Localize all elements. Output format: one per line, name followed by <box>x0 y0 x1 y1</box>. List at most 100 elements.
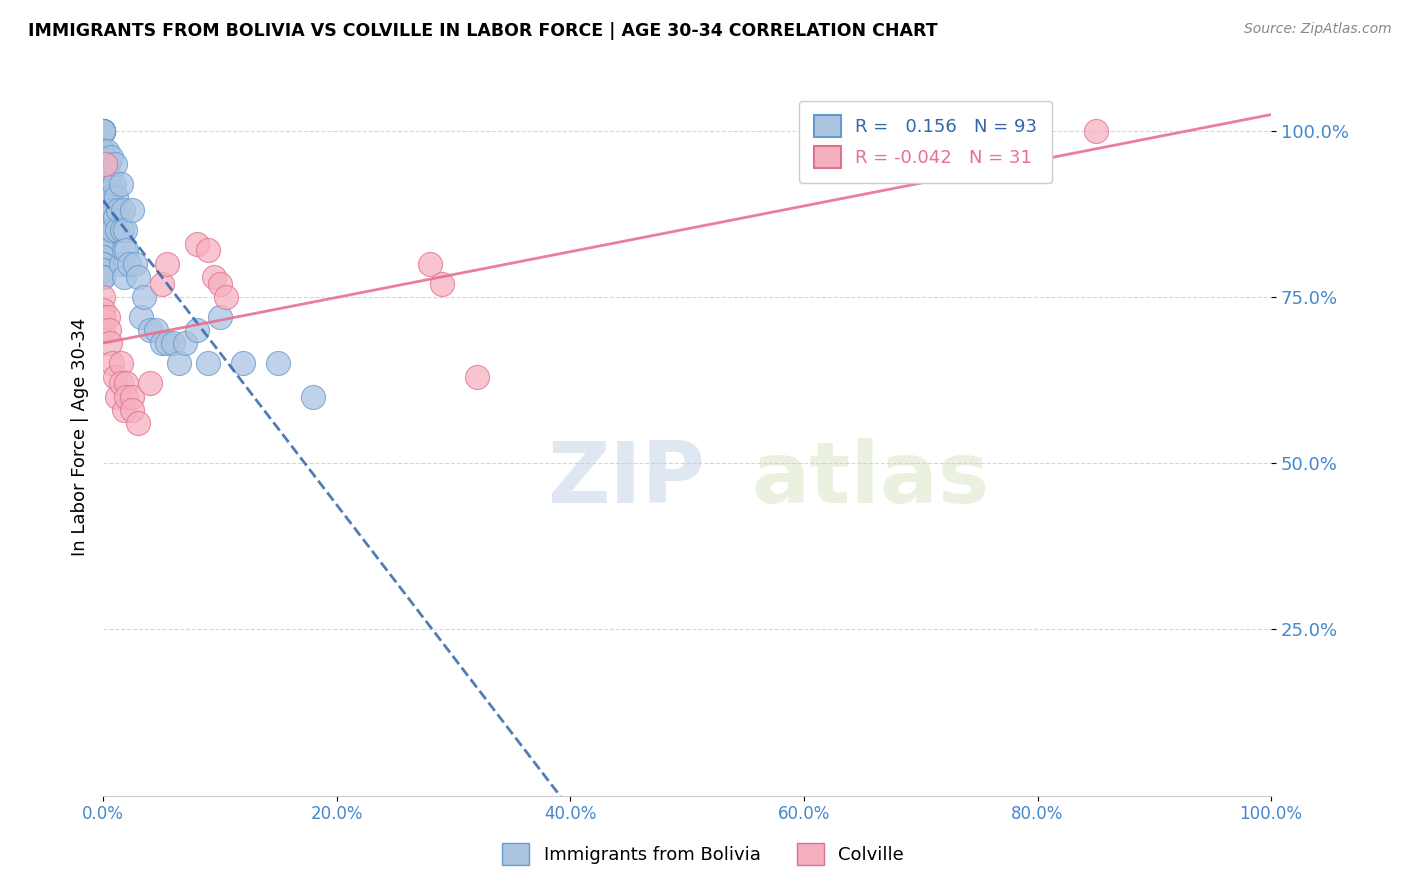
Point <box>91 177 114 191</box>
Point <box>91 123 114 137</box>
Point <box>91 223 114 237</box>
Point <box>101 356 124 370</box>
Point <box>91 170 114 185</box>
Point <box>91 203 114 218</box>
Point <box>91 257 114 271</box>
Point <box>110 177 132 191</box>
Point <box>91 123 114 137</box>
Point <box>91 123 114 137</box>
Point <box>465 369 488 384</box>
Point <box>98 336 121 351</box>
Point <box>91 150 114 164</box>
Point <box>186 323 208 337</box>
Point <box>91 270 114 285</box>
Point <box>91 323 114 337</box>
Point <box>98 184 121 198</box>
Point <box>97 157 120 171</box>
Text: atlas: atlas <box>751 438 990 521</box>
Point <box>91 257 114 271</box>
Point <box>197 356 219 370</box>
Point <box>112 244 135 258</box>
Point <box>98 170 121 185</box>
Point <box>91 236 114 251</box>
Point <box>98 210 121 224</box>
Point <box>91 210 114 224</box>
Point <box>302 390 325 404</box>
Y-axis label: In Labor Force | Age 30-34: In Labor Force | Age 30-34 <box>72 318 89 556</box>
Point <box>91 123 114 137</box>
Point <box>91 270 114 285</box>
Point <box>91 310 114 324</box>
Point <box>91 123 114 137</box>
Point <box>162 336 184 351</box>
Point <box>103 177 125 191</box>
Point <box>115 390 138 404</box>
Point <box>1084 123 1107 137</box>
Point <box>91 203 114 218</box>
Point <box>91 303 114 318</box>
Point <box>145 323 167 337</box>
Point <box>110 257 132 271</box>
Point <box>139 376 162 391</box>
Point <box>197 244 219 258</box>
Point <box>114 223 136 237</box>
Point <box>202 270 225 285</box>
Point <box>97 310 120 324</box>
Point <box>101 223 124 237</box>
Point <box>115 244 138 258</box>
Point <box>121 203 143 218</box>
Legend: R =   0.156   N = 93, R = -0.042   N = 31: R = 0.156 N = 93, R = -0.042 N = 31 <box>800 101 1052 183</box>
Point <box>115 376 138 391</box>
Point <box>91 144 114 158</box>
Point <box>127 270 149 285</box>
Point <box>104 157 127 171</box>
Point <box>91 170 114 185</box>
Point <box>91 244 114 258</box>
Point <box>96 144 118 158</box>
Point <box>91 217 114 231</box>
Point <box>100 150 122 164</box>
Point <box>104 190 127 204</box>
Point <box>112 403 135 417</box>
Point <box>94 157 117 171</box>
Point <box>100 190 122 204</box>
Point <box>105 390 128 404</box>
Point <box>139 323 162 337</box>
Point <box>91 150 114 164</box>
Point <box>91 144 114 158</box>
Point <box>104 210 127 224</box>
Point <box>124 257 146 271</box>
Point <box>156 336 179 351</box>
Point <box>91 217 114 231</box>
Point <box>105 223 128 237</box>
Point <box>91 177 114 191</box>
Point <box>91 250 114 264</box>
Point <box>91 263 114 277</box>
Point <box>215 290 238 304</box>
Point <box>91 184 114 198</box>
Point <box>91 190 114 204</box>
Point <box>91 250 114 264</box>
Point <box>91 196 114 211</box>
Point <box>91 210 114 224</box>
Point <box>91 190 114 204</box>
Point <box>98 196 121 211</box>
Point <box>104 369 127 384</box>
Point <box>267 356 290 370</box>
Point <box>186 236 208 251</box>
Text: Source: ZipAtlas.com: Source: ZipAtlas.com <box>1244 22 1392 37</box>
Point <box>91 123 114 137</box>
Point <box>111 223 134 237</box>
Text: IMMIGRANTS FROM BOLIVIA VS COLVILLE IN LABOR FORCE | AGE 30-34 CORRELATION CHART: IMMIGRANTS FROM BOLIVIA VS COLVILLE IN L… <box>28 22 938 40</box>
Legend: Immigrants from Bolivia, Colville: Immigrants from Bolivia, Colville <box>494 834 912 874</box>
Point <box>208 310 231 324</box>
Point <box>91 157 114 171</box>
Point <box>107 203 129 218</box>
Point <box>419 257 441 271</box>
Point <box>111 203 134 218</box>
Point <box>112 270 135 285</box>
Point <box>91 163 114 178</box>
Point <box>91 144 114 158</box>
Point <box>150 277 173 291</box>
Point <box>91 290 114 304</box>
